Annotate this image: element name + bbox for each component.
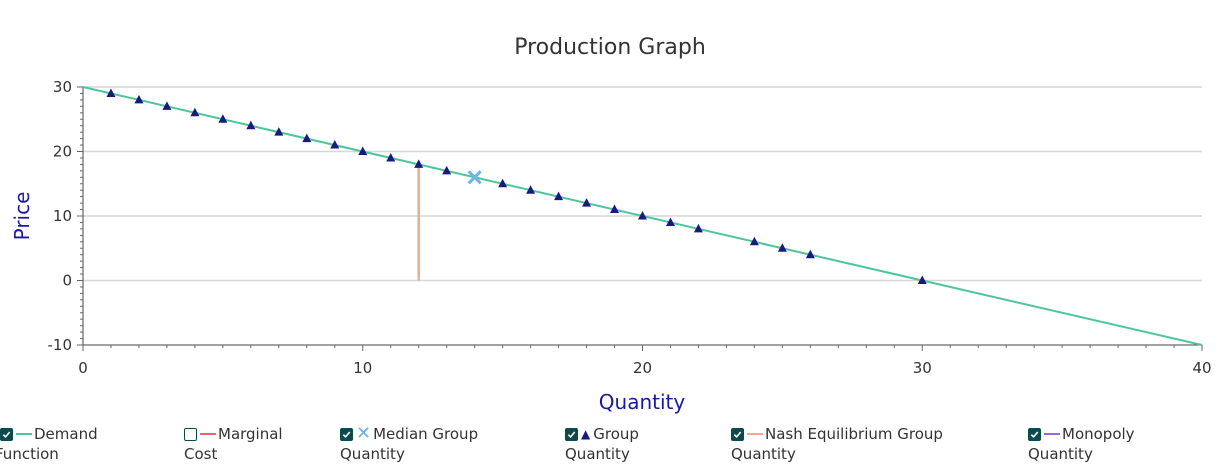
checkbox-nash-equilibrium[interactable] xyxy=(731,427,744,441)
x-tick-label: 10 xyxy=(353,359,372,377)
legend-label-line1: Demand xyxy=(34,425,98,443)
group-quantity-point xyxy=(246,120,256,130)
group-quantity-point xyxy=(917,275,927,284)
x-tick-label: 30 xyxy=(913,359,932,377)
group-quantity-point xyxy=(805,249,815,259)
triangle-icon: ▲ xyxy=(581,427,591,441)
group-quantity-point xyxy=(554,191,564,201)
production-chart: Production Graph 0 10 20 30 40 -10 0 10 20 30 Qua… xyxy=(10,35,1212,414)
legend-label-line2: Function xyxy=(0,445,59,463)
legend-item-median-group-quantity[interactable]: ✕ Median Group Quantity xyxy=(340,424,478,464)
legend-item-group-quantity[interactable]: ▲ Group Quantity xyxy=(565,424,639,464)
nash-line-swatch xyxy=(747,433,763,435)
legend-label-line2: Quantity xyxy=(731,445,796,463)
group-quantity-point xyxy=(330,140,340,149)
group-quantity-point xyxy=(610,204,620,214)
legend-label-line2: Cost xyxy=(184,445,218,463)
group-quantity-point xyxy=(749,236,759,246)
legend-label-line1: Nash Equilibrium Group xyxy=(765,425,943,443)
legend-item-monopoly-quantity[interactable]: Monopoly Quantity xyxy=(1028,424,1135,464)
x-tick-label: 40 xyxy=(1192,359,1211,377)
check-icon xyxy=(342,430,351,438)
group-quantity-point xyxy=(526,185,536,194)
checkbox-marginal-cost[interactable] xyxy=(184,427,197,441)
marginal-cost-line-swatch xyxy=(200,433,216,435)
group-quantity-point xyxy=(665,217,675,226)
group-quantity-point xyxy=(582,198,592,207)
group-quantity-point xyxy=(442,165,452,175)
group-quantity-point xyxy=(162,101,172,110)
chart-title: Production Graph xyxy=(514,35,706,60)
check-icon xyxy=(2,430,11,438)
y-tick-label: -10 xyxy=(48,336,73,354)
legend-label-line2: Quantity xyxy=(340,445,405,463)
legend-label-line1: Median Group xyxy=(373,425,479,443)
group-quantity-point xyxy=(274,127,284,136)
group-quantity-point xyxy=(358,146,368,155)
checkbox-group-quantity[interactable] xyxy=(565,427,578,441)
group-quantity-point xyxy=(498,178,508,188)
group-quantity-point xyxy=(134,94,144,104)
axis-layer xyxy=(77,86,1203,351)
median-group-point xyxy=(467,170,482,185)
series-layer xyxy=(82,86,1203,346)
checkbox-monopoly-quantity[interactable] xyxy=(1028,427,1041,441)
legend-label-line2: Quantity xyxy=(565,445,630,463)
legend-item-marginal-cost[interactable]: Marginal Cost xyxy=(184,424,283,464)
demand-line-swatch xyxy=(16,433,32,435)
y-axis-label: Price xyxy=(10,192,34,241)
checkbox-demand-function[interactable] xyxy=(0,427,13,441)
check-icon xyxy=(1030,430,1039,438)
x-axis-label: Quantity xyxy=(599,390,686,414)
check-icon xyxy=(733,430,742,438)
y-tick-label: 0 xyxy=(62,272,72,290)
legend-label-line2: Quantity xyxy=(1028,445,1093,463)
y-tick-label: 30 xyxy=(53,78,72,96)
legend-item-nash-equilibrium[interactable]: Nash Equilibrium Group Quantity xyxy=(731,424,943,464)
legend-label-line1: Marginal xyxy=(218,425,283,443)
x-tick-label: 20 xyxy=(633,359,652,377)
x-mark-icon: ✕ xyxy=(356,423,372,444)
group-quantity-point xyxy=(777,243,787,252)
tick-layer: 0 10 20 30 40 -10 0 10 20 30 xyxy=(48,78,1212,377)
group-quantity-point xyxy=(302,133,312,143)
checkbox-median-group-quantity[interactable] xyxy=(340,427,353,441)
legend-label-line1: Group xyxy=(593,425,639,443)
group-quantity-point xyxy=(106,88,116,97)
legend-item-demand-function[interactable]: Demand Function xyxy=(0,424,98,464)
median-x-stroke xyxy=(467,170,482,185)
group-quantity-point xyxy=(218,114,228,123)
y-tick-label: 10 xyxy=(53,207,72,225)
group-quantity-point xyxy=(693,223,703,233)
legend: Demand Function Marginal Cost ✕ Median G… xyxy=(0,424,1227,476)
group-quantity-point xyxy=(414,159,424,168)
monopoly-line-swatch xyxy=(1044,433,1060,435)
group-quantity-point xyxy=(638,211,647,220)
x-tick-label: 0 xyxy=(78,359,88,377)
y-tick-label: 20 xyxy=(53,143,72,161)
group-quantity-point xyxy=(190,107,200,117)
grid-layer xyxy=(83,86,1202,282)
check-icon xyxy=(567,430,576,438)
legend-label-line1: Monopoly xyxy=(1062,425,1135,443)
group-quantity-point xyxy=(386,152,396,162)
